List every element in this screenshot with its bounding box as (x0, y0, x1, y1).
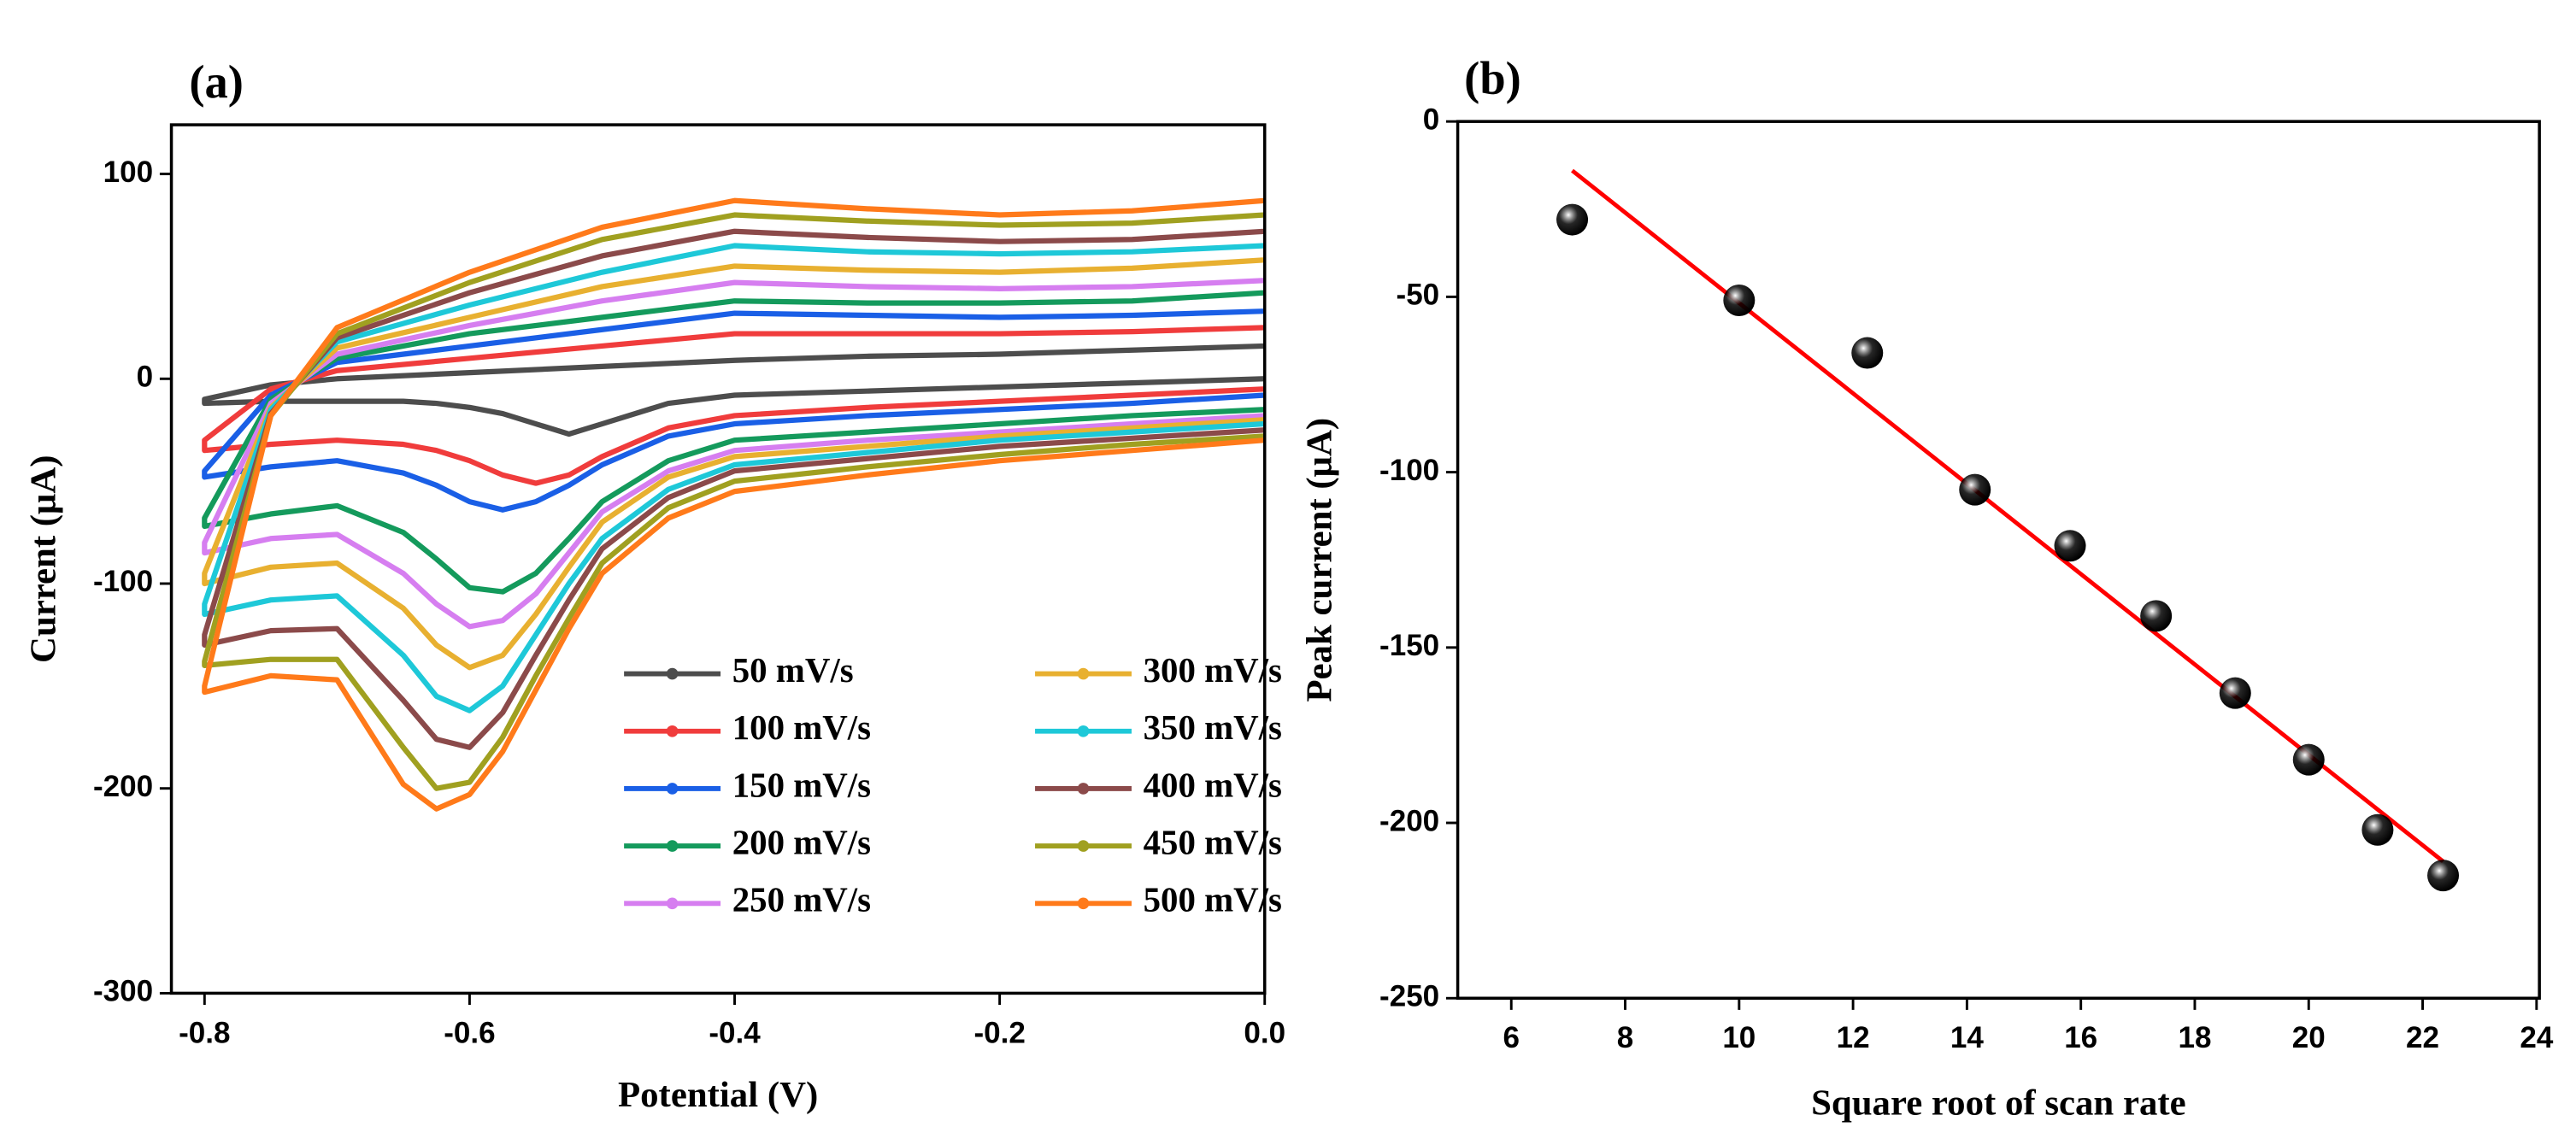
y-tick-label: -50 (1397, 279, 1440, 312)
legend-marker (1077, 725, 1090, 737)
legend-label: 300 mV/s (1144, 651, 1282, 690)
cv-curve (202, 197, 1265, 812)
data-point (2427, 860, 2460, 892)
y-tick-label: 0 (1423, 103, 1439, 136)
legend-label: 450 mV/s (1144, 823, 1282, 861)
x-axis-label: Square root of scan rate (1811, 1083, 2186, 1124)
x-tick-label: 20 (2292, 1021, 2326, 1054)
legend-marker (666, 667, 679, 680)
legend-marker (666, 783, 679, 795)
x-tick-label: 16 (2064, 1021, 2097, 1054)
x-tick-label: 14 (1950, 1021, 1984, 1054)
data-point (1556, 203, 1589, 236)
legend-label: 100 mV/s (732, 708, 871, 747)
legend-label: 150 mV/s (732, 766, 871, 804)
x-tick-label: 6 (1503, 1021, 1520, 1054)
legend-marker (1077, 783, 1090, 795)
y-tick-label: -300 (93, 975, 153, 1008)
x-tick-label: -0.6 (444, 1016, 495, 1049)
y-tick-label: -200 (1379, 804, 1439, 837)
panel-title: (a) (189, 56, 244, 108)
cv-curve (202, 228, 1265, 750)
data-point (2292, 743, 2325, 776)
legend-marker (1077, 897, 1090, 910)
y-tick-label: -200 (93, 770, 153, 803)
data-point (1959, 473, 1991, 506)
legend-marker (666, 897, 679, 910)
cv-curve (202, 243, 1265, 713)
legend-label: 200 mV/s (732, 823, 871, 861)
data-point (2054, 530, 2086, 562)
y-tick-label: -250 (1379, 980, 1439, 1013)
legend-label: 350 mV/s (1144, 708, 1282, 747)
plot-frame (1456, 120, 2541, 1001)
x-tick-label: -0.2 (973, 1016, 1025, 1049)
x-tick-label: 8 (1617, 1021, 1633, 1054)
y-axis-label: Current (μA) (23, 455, 63, 663)
cv-curve (202, 343, 1265, 437)
cv-curve (202, 308, 1265, 513)
panel-title: (b) (1464, 52, 1521, 104)
cv-curve (202, 290, 1265, 595)
y-tick-label: 0 (137, 361, 153, 394)
x-tick-label: 24 (2520, 1021, 2553, 1054)
x-tick-label: 10 (1722, 1021, 1756, 1054)
cv-curve (202, 257, 1265, 671)
y-tick-label: -100 (1379, 454, 1439, 487)
x-tick-label: -0.4 (709, 1016, 761, 1049)
x-tick-label: 12 (1837, 1021, 1870, 1054)
data-point (1851, 337, 1884, 369)
data-point (2361, 813, 2394, 846)
y-tick-label: -100 (93, 565, 153, 598)
y-axis-label: Peak current (μA) (1300, 418, 1340, 702)
legend-marker (1077, 840, 1090, 852)
data-point (2219, 677, 2251, 709)
legend-label: 400 mV/s (1144, 766, 1282, 804)
legend-marker (1077, 667, 1090, 680)
fit-line (1571, 168, 2445, 864)
legend-marker (666, 725, 679, 737)
x-tick-label: 18 (2178, 1021, 2211, 1054)
y-tick-label: -150 (1379, 629, 1439, 662)
cv-curve (202, 212, 1265, 791)
cv-curve (202, 278, 1265, 630)
legend-marker (666, 840, 679, 852)
plot-frame (169, 123, 1267, 995)
data-point (1723, 284, 1756, 316)
legend-label: 250 mV/s (732, 881, 871, 919)
x-tick-label: 22 (2406, 1021, 2439, 1054)
cv-curve (202, 325, 1265, 486)
legend-label: 50 mV/s (732, 651, 854, 690)
x-tick-label: 0.0 (1244, 1016, 1285, 1049)
x-axis-label: Potential (V) (618, 1075, 818, 1115)
x-tick-label: -0.8 (179, 1016, 230, 1049)
legend-label: 500 mV/s (1144, 881, 1282, 919)
data-point (2140, 600, 2173, 632)
y-tick-label: 100 (103, 156, 153, 189)
